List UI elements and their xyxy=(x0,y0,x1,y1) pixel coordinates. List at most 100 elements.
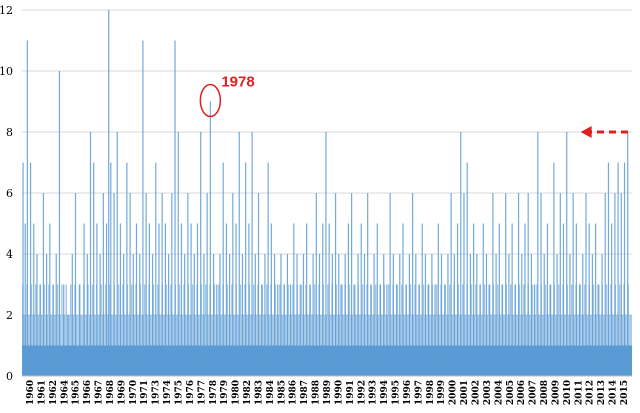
bar-fill-230 xyxy=(356,315,358,376)
y-tick-label-6: 6 xyxy=(6,187,13,200)
bar-fill-321 xyxy=(488,284,490,376)
bar-fill-293 xyxy=(447,315,449,376)
x-axis-ticks: 1960 1961 1962 1964 1965 1966 1967 1968 1969 1970… xyxy=(26,380,630,405)
bar-fill-375 xyxy=(566,284,569,376)
bar-76 xyxy=(267,162,269,376)
bar-fill-314 xyxy=(478,315,480,376)
bar-fill-241 xyxy=(372,315,374,376)
x-tick-label-2015: 2015 xyxy=(620,380,630,405)
bar-21 xyxy=(93,162,95,376)
x-tick-label-1985: 1985 xyxy=(277,380,287,405)
bar-fill-330 xyxy=(501,284,503,376)
bar-fill-216 xyxy=(335,284,338,376)
bar-44 xyxy=(164,223,167,376)
bar-fill-312 xyxy=(475,284,477,376)
bar-187 xyxy=(623,162,626,376)
bar-fill-304 xyxy=(463,315,465,376)
bar-fill-386 xyxy=(582,315,585,376)
bar-fill-99 xyxy=(165,284,168,376)
bar-fill-225 xyxy=(348,284,351,376)
bar-fill-418 xyxy=(629,315,631,376)
bar-fill-404 xyxy=(608,315,611,376)
bar-fill-331 xyxy=(502,315,505,376)
bar-fill-258 xyxy=(396,284,399,376)
x-tick-label-1991: 1991 xyxy=(346,380,356,405)
x-tick-label-1983: 1983 xyxy=(254,380,264,405)
bar-fill-212 xyxy=(329,315,332,376)
bar-fill-41 xyxy=(81,315,83,376)
bar-fill-222 xyxy=(344,284,346,376)
bar-fill-392 xyxy=(591,315,593,376)
bar-37 xyxy=(142,40,144,376)
x-tick-label-1965: 1965 xyxy=(72,380,82,405)
bar-fill-169 xyxy=(267,315,269,376)
bar-fill-79 xyxy=(136,315,139,376)
bar-fill-417 xyxy=(627,284,630,376)
bar-fill-193 xyxy=(302,315,304,376)
bar-fill-163 xyxy=(258,315,261,376)
bar-fill-333 xyxy=(505,284,508,376)
bar-fill-359 xyxy=(543,315,545,376)
bar-fill-112 xyxy=(184,315,187,376)
bar-fill-65 xyxy=(116,315,118,376)
bar-fill-30 xyxy=(65,284,67,376)
bar-fill-290 xyxy=(443,315,445,376)
bar-fill-183 xyxy=(287,284,290,376)
bar-fill-316 xyxy=(480,315,483,376)
bar-169 xyxy=(566,132,568,376)
bar-171 xyxy=(572,193,574,376)
highlight-ellipse xyxy=(199,83,222,118)
bar-101 xyxy=(347,223,350,376)
bar-137 xyxy=(463,193,465,376)
bar-fill-181 xyxy=(284,315,287,376)
bar-124 xyxy=(421,223,423,376)
bar-102 xyxy=(351,193,353,376)
bar-fill-50 xyxy=(94,315,97,376)
bar-25 xyxy=(105,223,108,376)
x-tick-label-2005: 2005 xyxy=(506,380,516,405)
bar-29 xyxy=(116,132,118,376)
bar-fill-218 xyxy=(338,315,341,376)
bar-fill-400 xyxy=(602,315,605,376)
bar-fill-297 xyxy=(453,284,455,376)
annotation-label-0: 1978 xyxy=(221,74,254,91)
y-tick-label-12: 12 xyxy=(0,4,13,17)
bar-fill-3 xyxy=(26,284,28,376)
bar-fill-81 xyxy=(139,284,142,376)
bar-fill-345 xyxy=(523,284,525,376)
x-tick-label-1994: 1994 xyxy=(380,380,390,405)
bar-fill-131 xyxy=(212,315,214,376)
bar-91 xyxy=(315,193,317,376)
bar-fill-53 xyxy=(99,315,101,376)
bar-fill-261 xyxy=(401,284,403,376)
x-tick-label-1979: 1979 xyxy=(220,380,230,405)
bar-3 xyxy=(29,162,32,376)
bar-fill-288 xyxy=(440,284,442,376)
bar-fill-301 xyxy=(459,315,461,376)
x-tick-label-1986: 1986 xyxy=(289,380,299,405)
bar-fill-366 xyxy=(553,284,555,376)
bar-fill-223 xyxy=(345,315,348,376)
bar-30 xyxy=(119,223,122,376)
bar-fill-148 xyxy=(236,315,239,376)
bar-38 xyxy=(145,193,147,376)
bar-fill-257 xyxy=(395,315,397,376)
bar-fill-102 xyxy=(170,284,172,376)
bar-52 xyxy=(190,223,192,376)
bar-fill-58 xyxy=(106,315,108,376)
bar-fill-104 xyxy=(173,315,175,376)
bar-fill-357 xyxy=(540,284,542,376)
bar-164 xyxy=(550,284,552,376)
bar-fill-106 xyxy=(175,315,178,376)
bar-fill-207 xyxy=(322,284,325,376)
bar-107 xyxy=(367,193,369,376)
y-tick-label-4: 4 xyxy=(6,248,13,261)
bar-fill-173 xyxy=(273,315,275,376)
bar-fill-295 xyxy=(450,315,452,376)
bar-42 xyxy=(158,223,160,376)
bar-fill-6 xyxy=(30,284,33,376)
bar-fill-370 xyxy=(559,315,561,376)
bar-fill-36 xyxy=(74,284,76,376)
bar-62 xyxy=(222,162,224,376)
bar-31 xyxy=(123,254,125,376)
